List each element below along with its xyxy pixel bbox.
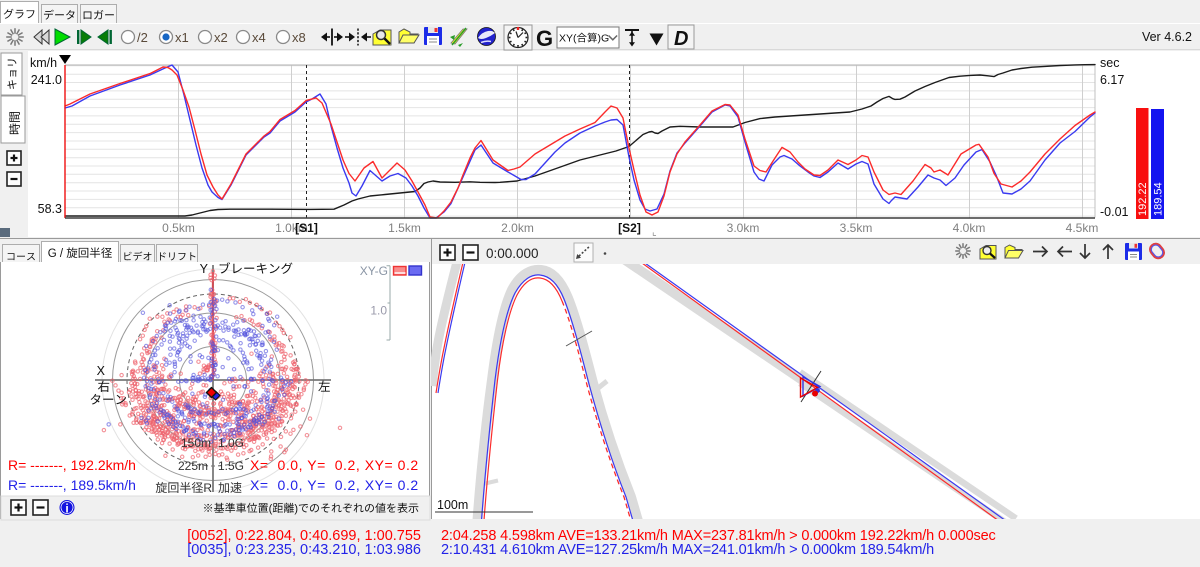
svg-text:-0.01: -0.01 — [1100, 205, 1129, 219]
svg-text:右: 右 — [97, 380, 110, 394]
svg-text:キョリ: キョリ — [7, 57, 19, 90]
svg-text:sec: sec — [1100, 56, 1119, 70]
svg-text:1.5km: 1.5km — [388, 221, 421, 235]
svg-text:G: G — [536, 26, 553, 51]
svg-text:189.54: 189.54 — [1153, 182, 1165, 216]
svg-text:6.17: 6.17 — [1100, 73, 1124, 87]
svg-text:XY-G: XY-G — [360, 264, 388, 278]
svg-text:58.3: 58.3 — [38, 202, 62, 216]
svg-text:4.5km: 4.5km — [1066, 221, 1099, 235]
svg-text:x1: x1 — [175, 30, 189, 45]
svg-text:i: i — [65, 502, 68, 516]
svg-text:225m: 225m — [178, 459, 208, 473]
svg-text:150m: 150m — [181, 436, 211, 450]
svg-text:※基準車位置(距離)でのそれぞれの値を表示: ※基準車位置(距離)でのそれぞれの値を表示 — [203, 502, 419, 515]
svg-text:x2: x2 — [214, 30, 228, 45]
svg-text:X= 0.0, Y= 0.2, XY= 0.2: X= 0.0, Y= 0.2, XY= 0.2 — [250, 457, 419, 473]
svg-text:X= 0.0, Y= 0.2, XY= 0.2: X= 0.0, Y= 0.2, XY= 0.2 — [250, 477, 419, 493]
svg-text:⌞: ⌞ — [652, 227, 657, 237]
svg-text:Y: Y — [200, 262, 209, 276]
svg-text:左: 左 — [318, 380, 331, 394]
svg-text:3.0km: 3.0km — [727, 221, 760, 235]
svg-text:Ver 4.6.2: Ver 4.6.2 — [1142, 30, 1192, 44]
svg-text:R= -------, 192.2km/h: R= -------, 192.2km/h — [8, 457, 136, 473]
svg-text:時間: 時間 — [8, 111, 22, 135]
svg-text:1.0G: 1.0G — [218, 436, 244, 450]
svg-text:[S2]: [S2] — [618, 221, 641, 235]
svg-text:2.0km: 2.0km — [501, 221, 534, 235]
svg-text:/2: /2 — [137, 30, 148, 45]
svg-text:[S1]: [S1] — [295, 221, 318, 235]
svg-text:1.5G: 1.5G — [218, 459, 244, 473]
svg-text:1.0km: 1.0km — [275, 221, 308, 235]
svg-text:3.5km: 3.5km — [840, 221, 873, 235]
svg-text:1.0: 1.0 — [370, 304, 387, 318]
svg-text:R= -------, 189.5km/h: R= -------, 189.5km/h — [8, 477, 136, 493]
svg-text:ブレーキング: ブレーキング — [218, 262, 293, 276]
svg-text:XY(合算)G: XY(合算)G — [559, 33, 609, 45]
svg-text:192.22: 192.22 — [1137, 182, 1149, 216]
svg-text:旋回半径R: 旋回半径R — [155, 481, 212, 495]
svg-text:x4: x4 — [252, 30, 266, 45]
svg-text:0.5km: 0.5km — [162, 221, 195, 235]
svg-text:241.0: 241.0 — [31, 73, 62, 87]
svg-text:4.0km: 4.0km — [953, 221, 986, 235]
svg-text:ターン: ターン — [89, 393, 127, 407]
svg-text:加速: 加速 — [218, 481, 242, 495]
svg-text:100m: 100m — [437, 498, 468, 512]
svg-text:x8: x8 — [292, 30, 306, 45]
svg-text:D: D — [674, 28, 688, 50]
svg-text:X: X — [97, 364, 106, 378]
svg-text:km/h: km/h — [30, 56, 57, 70]
